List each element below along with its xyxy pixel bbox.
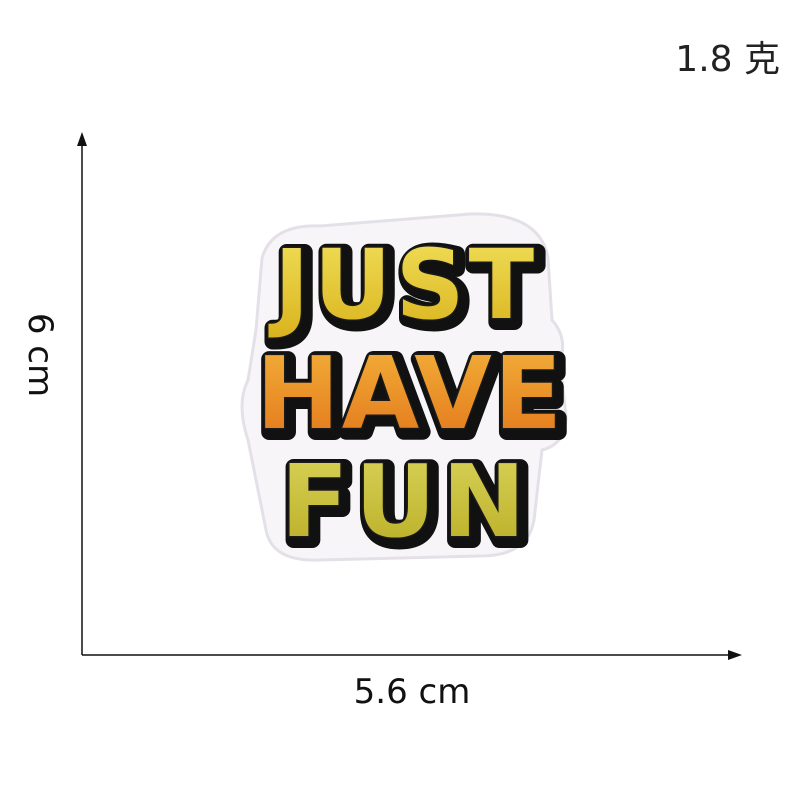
- vertical-axis-arrowhead: [77, 132, 87, 146]
- patch-line-1: JUST: [268, 229, 538, 341]
- patch-line-2: HAVE: [256, 335, 564, 452]
- patch-backing: [240, 212, 568, 562]
- weight-label: 1.8 克: [675, 39, 780, 80]
- patch-line-1-shadow: JUST: [272, 233, 542, 345]
- width-dimension-label: 5.6 cm: [353, 672, 471, 712]
- horizontal-axis-arrowhead: [728, 650, 742, 660]
- height-dimension-label: 6 cm: [20, 312, 60, 398]
- patch-line-3-shadow: FUN: [284, 447, 535, 564]
- patch-line-3: FUN: [280, 443, 531, 560]
- patch-line-2-shadow: HAVE: [260, 339, 568, 456]
